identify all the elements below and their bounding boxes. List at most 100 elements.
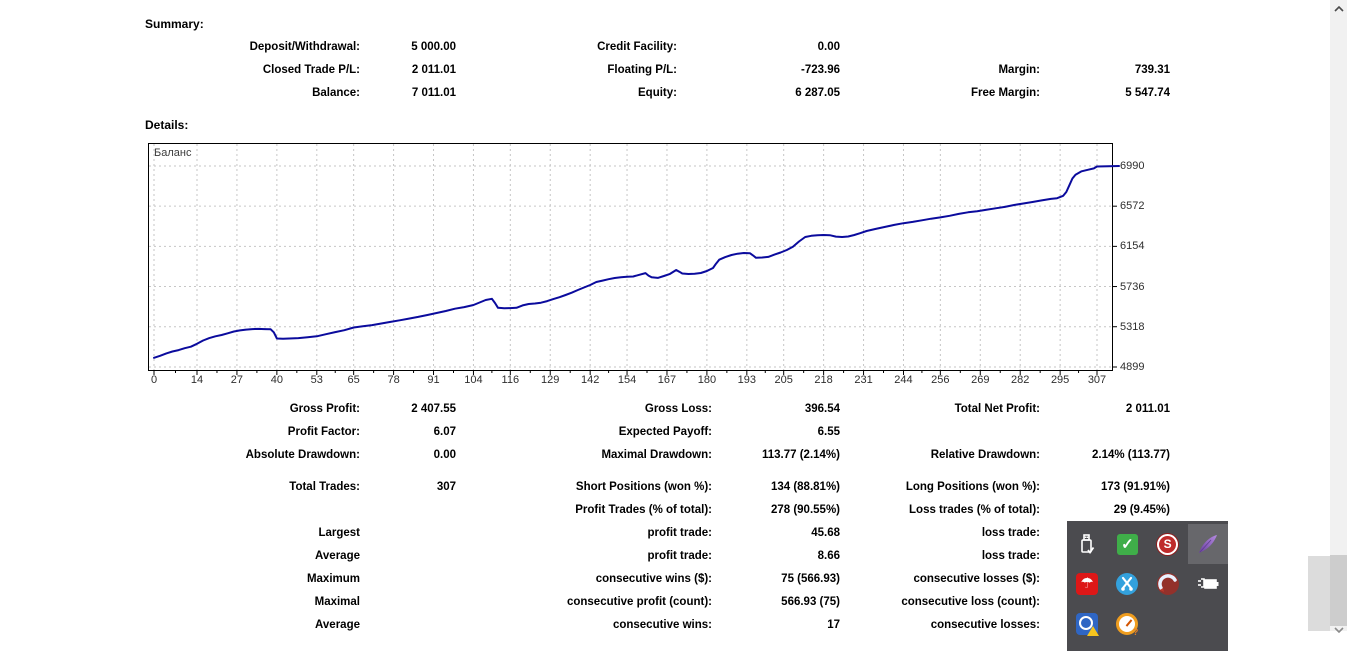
stat-label: Absolute Drawdown: (0, 444, 360, 467)
x-axis-tick-label: 0 (137, 374, 171, 386)
stat-value (360, 568, 456, 591)
stat-label: consecutive wins ($): (456, 568, 712, 591)
stat-label: consecutive loss (count): (840, 591, 1040, 614)
stat-value: 566.93 (75) (712, 591, 840, 614)
stat-value: 6 287.05 (677, 82, 840, 105)
stat-value (360, 591, 456, 614)
stat-label: loss trade: (840, 522, 1040, 545)
y-axis-tick-label: 6572 (1120, 200, 1164, 212)
x-axis-tick-label: 53 (300, 374, 334, 386)
vertical-scrollbar[interactable] (1330, 0, 1347, 631)
stat-label: Margin: (840, 59, 1040, 82)
scroll-up-button[interactable] (1330, 0, 1347, 17)
blue-scissors-icon[interactable] (1107, 564, 1147, 604)
details-heading: Details: (145, 118, 188, 132)
scroll-down-button[interactable] (1330, 627, 1347, 644)
power-plug-icon[interactable] (1188, 564, 1228, 604)
stat-label: Short Positions (won %): (456, 476, 712, 499)
stat-value: 75 (566.93) (712, 568, 840, 591)
x-axis-tick-label: 307 (1080, 374, 1114, 386)
stat-label: Balance: (0, 82, 360, 105)
usb-drive-icon[interactable] (1067, 524, 1107, 564)
orange-gauge-icon[interactable]: ? (1107, 604, 1147, 644)
stat-value: 5 000.00 (360, 36, 456, 59)
stat-label: consecutive losses: (840, 614, 1040, 637)
stat-value: 134 (88.81%) (712, 476, 840, 499)
stat-value (360, 499, 456, 522)
x-axis-tick-label: 142 (573, 374, 607, 386)
stat-value: 17 (712, 614, 840, 637)
stat-label: Expected Payoff: (456, 421, 712, 444)
stat-value: 6.55 (712, 421, 840, 444)
stat-value: 173 (91.91%) (1040, 476, 1170, 499)
red-s-icon[interactable]: S (1148, 524, 1188, 564)
x-axis-tick-label: 256 (923, 374, 957, 386)
stat-value: 0.00 (360, 444, 456, 467)
stat-label: Profit Factor: (0, 421, 360, 444)
stat-label (840, 36, 1040, 59)
stat-label: Floating P/L: (456, 59, 677, 82)
sync-check-icon[interactable]: ✓ (1107, 524, 1147, 564)
stat-label: Total Trades: (0, 476, 360, 499)
stat-label: Profit Trades (% of total): (456, 499, 712, 522)
stat-value: 278 (90.55%) (712, 499, 840, 522)
scrollbar-thumb[interactable] (1330, 555, 1347, 626)
x-axis-tick-label: 167 (650, 374, 684, 386)
stat-value (1040, 36, 1170, 59)
stat-value (360, 545, 456, 568)
ccleaner-brush-icon[interactable] (1148, 564, 1188, 604)
x-axis-tick-label: 205 (767, 374, 801, 386)
stat-value: 2 011.01 (360, 59, 456, 82)
stat-value: 29 (9.45%) (1040, 499, 1170, 522)
x-axis-tick-label: 27 (220, 374, 254, 386)
stat-label: Maximal (0, 591, 360, 614)
summary-heading: Summary: (145, 17, 204, 31)
stat-value: 2.14% (113.77) (1040, 444, 1170, 467)
stat-value (1040, 421, 1170, 444)
x-axis-tick-label: 78 (377, 374, 411, 386)
y-axis-tick-label: 5318 (1120, 321, 1164, 333)
stat-value: 7 011.01 (360, 82, 456, 105)
x-axis-tick-label: 231 (847, 374, 881, 386)
tray-overflow-popup: ✓ S ☂ (1067, 521, 1228, 651)
stat-value: 0.00 (677, 36, 840, 59)
y-axis-tick-label: 6990 (1120, 160, 1164, 172)
stat-value: 45.68 (712, 522, 840, 545)
x-axis-tick-label: 129 (533, 374, 567, 386)
stat-value: 2 407.55 (360, 398, 456, 421)
stat-label: Free Margin: (840, 82, 1040, 105)
stat-value: 739.31 (1040, 59, 1170, 82)
feather-icon[interactable] (1188, 524, 1228, 564)
stat-label: consecutive profit (count): (456, 591, 712, 614)
balance-chart (148, 143, 1128, 383)
stat-label: Long Positions (won %): (840, 476, 1040, 499)
stat-value (360, 522, 456, 545)
x-axis-tick-label: 65 (337, 374, 371, 386)
stat-label: Average (0, 614, 360, 637)
y-axis-tick-label: 4899 (1120, 361, 1164, 373)
stat-label: Loss trades (% of total): (840, 499, 1040, 522)
stat-label: profit trade: (456, 522, 712, 545)
x-axis-tick-label: 104 (456, 374, 490, 386)
stat-label: Maximal Drawdown: (456, 444, 712, 467)
stat-value: 5 547.74 (1040, 82, 1170, 105)
stat-label: Average (0, 545, 360, 568)
stat-label: Closed Trade P/L: (0, 59, 360, 82)
stat-label: Gross Loss: (456, 398, 712, 421)
blue-warning-icon[interactable] (1067, 604, 1107, 644)
stat-label: consecutive losses ($): (840, 568, 1040, 591)
stat-value: -723.96 (677, 59, 840, 82)
stat-label (0, 499, 360, 522)
stat-label: Gross Profit: (0, 398, 360, 421)
avira-umbrella-icon[interactable]: ☂ (1067, 564, 1107, 604)
y-axis-tick-label: 5736 (1120, 281, 1164, 293)
stat-label: consecutive wins: (456, 614, 712, 637)
x-axis-tick-label: 295 (1043, 374, 1077, 386)
x-axis-tick-label: 269 (963, 374, 997, 386)
stat-value: 6.07 (360, 421, 456, 444)
stat-value: 2 011.01 (1040, 398, 1170, 421)
